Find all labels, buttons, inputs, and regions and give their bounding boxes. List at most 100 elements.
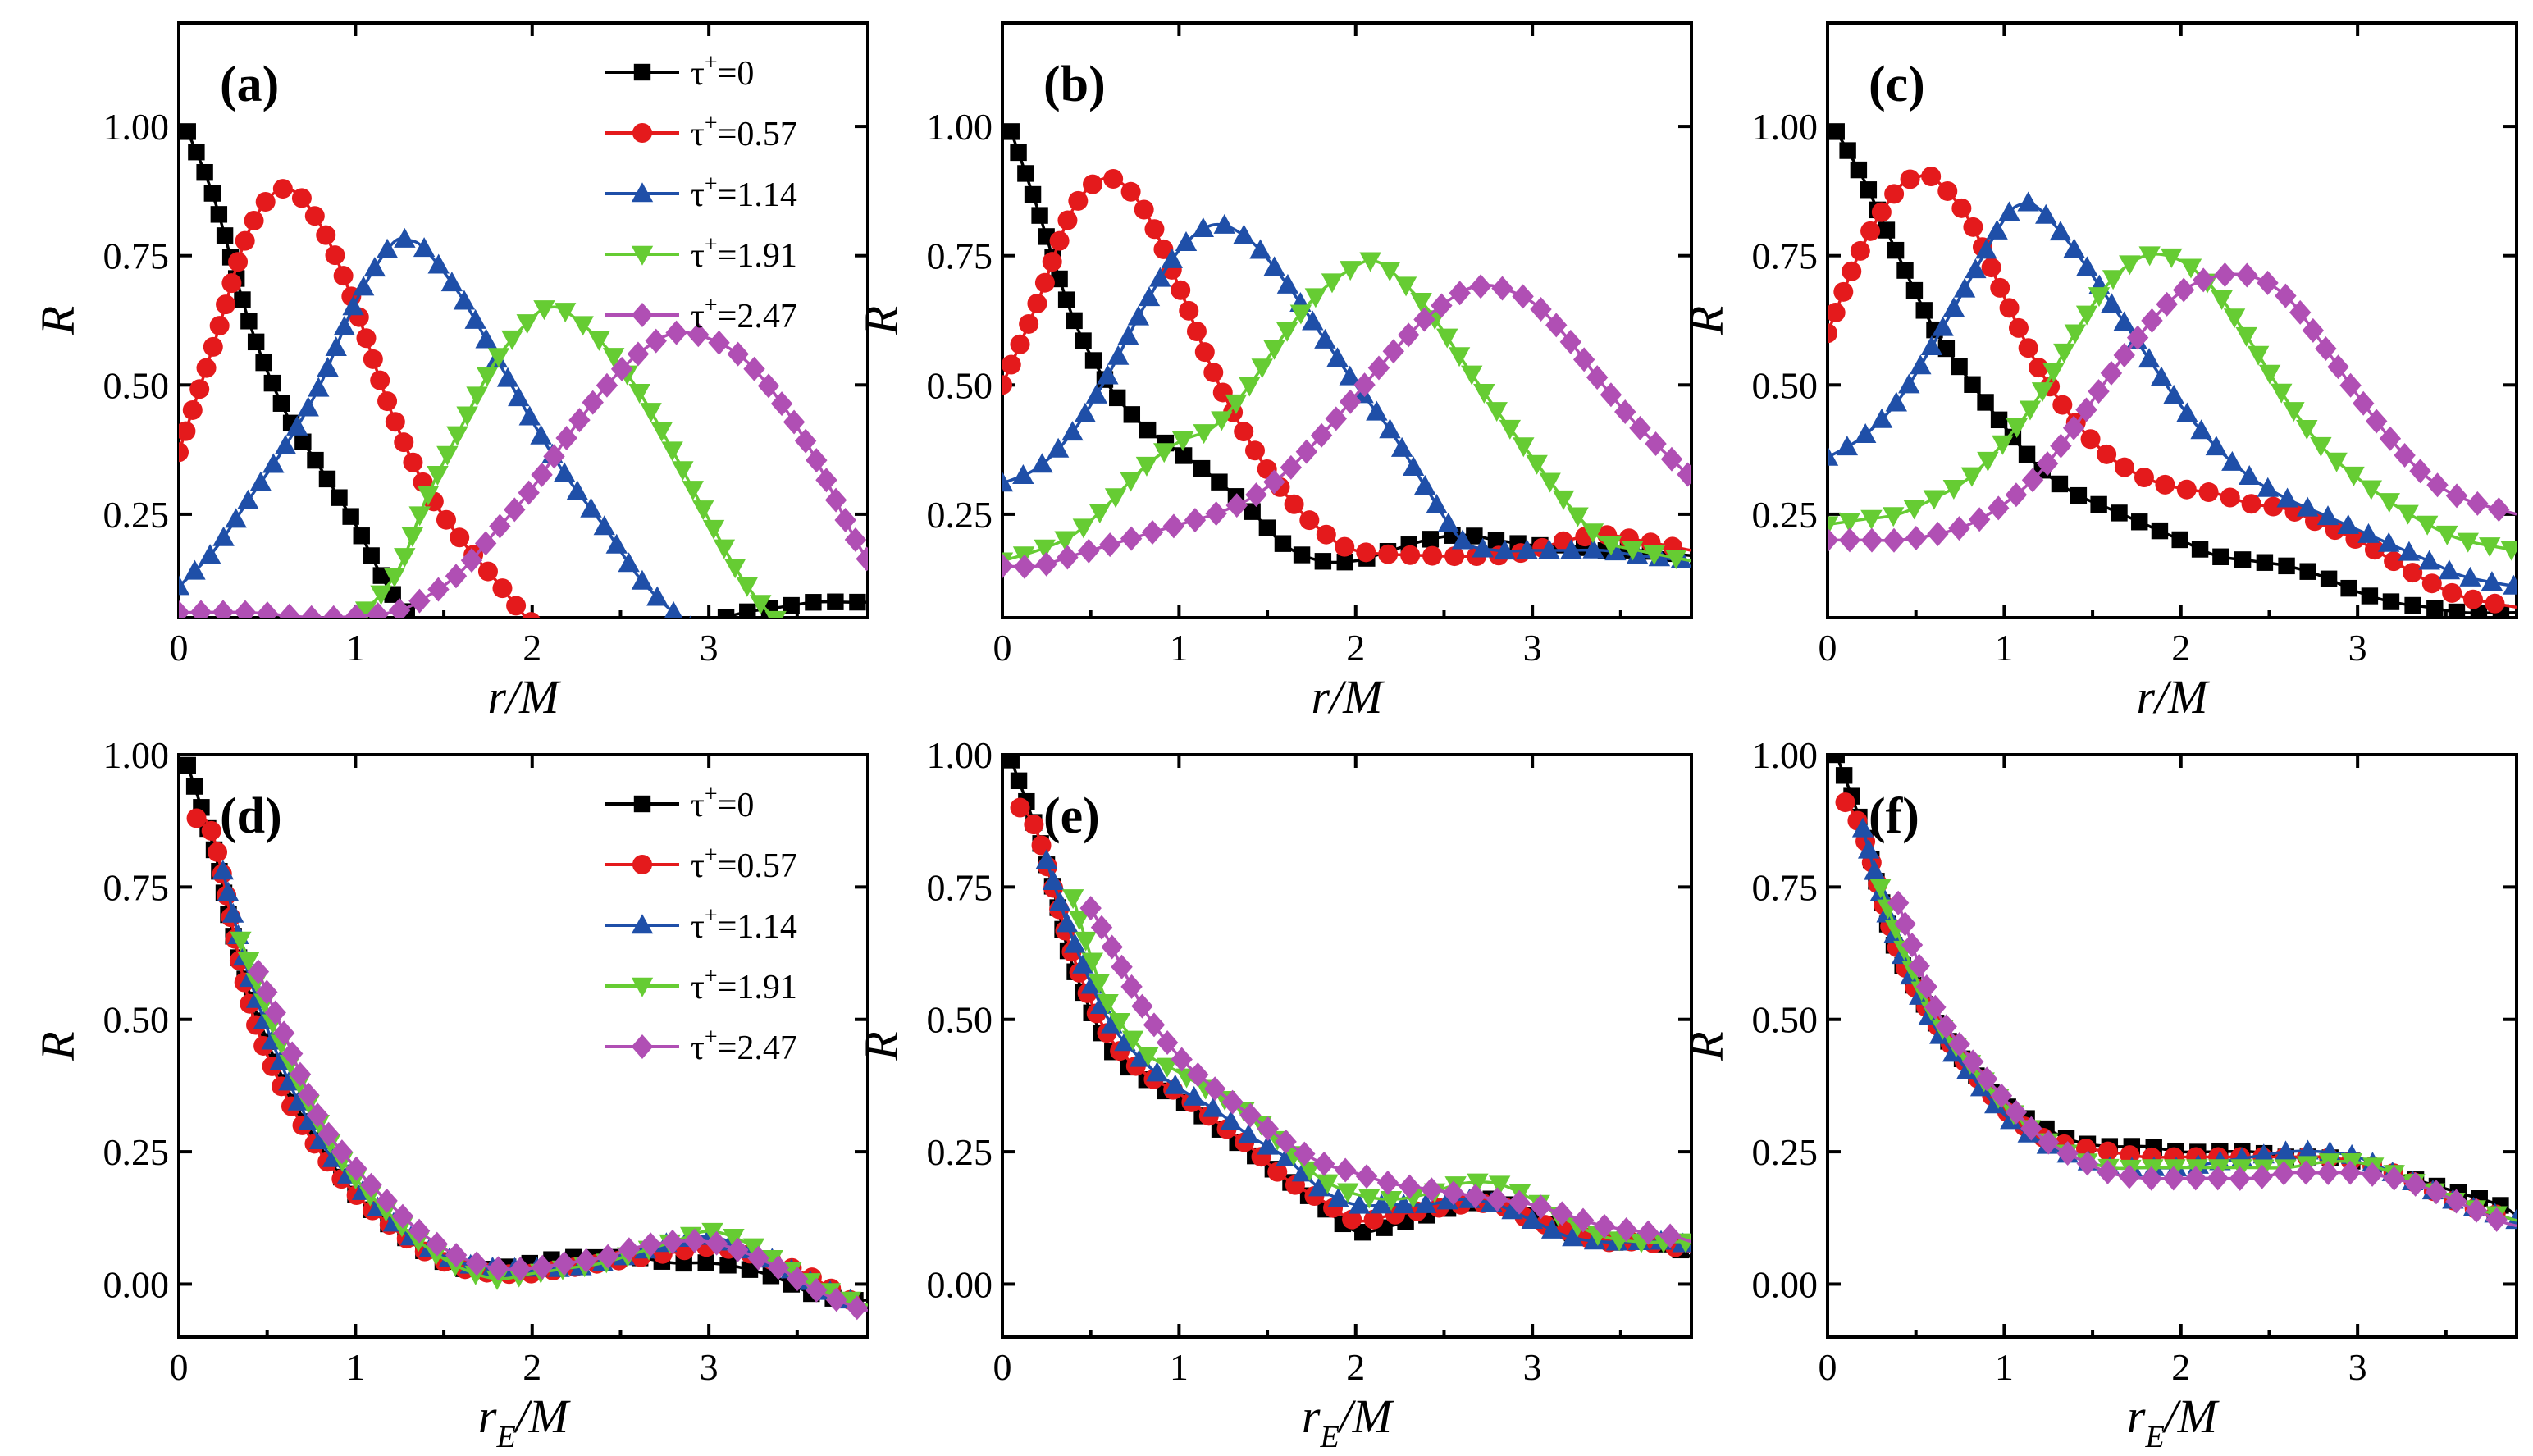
data-point: [1034, 539, 1056, 559]
data-point: [321, 629, 342, 649]
data-point: [508, 386, 530, 407]
data-point: [2140, 1166, 2162, 1191]
data-point: [1267, 1162, 1288, 1182]
data-point: [394, 432, 414, 453]
data-point: [783, 634, 802, 654]
data-point: [650, 634, 669, 654]
data-point: [208, 842, 228, 862]
data-point: [255, 191, 276, 212]
data-point: [1171, 1047, 1193, 1072]
data-point: [1002, 553, 1014, 578]
data-point: [1860, 221, 1881, 241]
data-point: [1083, 174, 1103, 194]
data-point: [1031, 453, 1053, 473]
data-point: [1274, 535, 1292, 552]
x-tick-label: 2: [523, 627, 541, 669]
data-point: [2340, 579, 2357, 597]
data-point: [2161, 248, 2183, 268]
data-point: [2278, 557, 2295, 575]
data-point: [2315, 335, 2337, 361]
data-point: [2383, 1166, 2405, 1191]
data-point: [518, 405, 541, 426]
data-point: [2234, 551, 2252, 568]
y-tick-label: 0.00: [103, 1263, 170, 1305]
data-point: [1035, 849, 1058, 869]
data-point: [2317, 1160, 2339, 1185]
data-point: [297, 396, 319, 417]
data-point: [2070, 486, 2088, 504]
x-tick-label: 2: [1346, 627, 1365, 669]
data-point: [516, 314, 538, 335]
data-point: [1839, 142, 1856, 159]
data-point: [196, 163, 213, 181]
data-point: [566, 480, 589, 500]
data-point: [2485, 593, 2505, 614]
data-point: [1249, 239, 1271, 259]
data-point: [736, 577, 759, 597]
data-point: [1400, 545, 1421, 565]
data-point: [1186, 322, 1207, 342]
data-point: [342, 508, 359, 525]
data-point: [1951, 358, 1968, 376]
data-point: [530, 424, 552, 445]
data-point: [2364, 540, 2385, 560]
data-point: [1074, 402, 1097, 422]
data-point: [1530, 1194, 1552, 1220]
data-point: [856, 546, 868, 572]
data-point: [809, 632, 830, 652]
data-point: [1289, 304, 1312, 325]
data-point: [2171, 531, 2188, 549]
data-point: [2296, 419, 2318, 440]
data-point: [1629, 415, 1651, 440]
data-point: [1460, 365, 1483, 386]
data-point: [665, 320, 687, 345]
data-point: [1031, 835, 1052, 856]
data-point: [401, 527, 424, 547]
data-point: [2080, 429, 2101, 450]
data-point: [408, 588, 431, 614]
data-point: [2119, 255, 2141, 276]
legend-label: τ+=1.91: [691, 964, 797, 1006]
data-point: [2275, 1140, 2297, 1161]
data-point: [631, 569, 654, 590]
data-point: [2035, 203, 2057, 224]
legend-label: τ+=0.57: [691, 111, 797, 153]
data-point: [2006, 418, 2028, 438]
data-point: [179, 600, 190, 618]
data-point: [230, 931, 252, 952]
data-point: [1905, 281, 1924, 299]
data-point: [1905, 526, 1928, 551]
series-4: [321, 300, 787, 649]
data-point: [435, 627, 451, 643]
x-tick-label: 3: [1523, 627, 1542, 669]
data-point: [2111, 504, 2128, 522]
data-point: [1149, 267, 1171, 287]
data-point: [426, 1231, 448, 1257]
data-point: [1107, 345, 1130, 365]
x-tick-label: 0: [170, 1346, 189, 1388]
data-point: [501, 330, 523, 350]
data-point: [2465, 1198, 2488, 1223]
data-point: [2097, 1141, 2118, 1162]
data-point: [1864, 860, 1886, 880]
data-point: [1932, 316, 1954, 336]
data-point: [767, 1255, 790, 1280]
data-point: [1131, 993, 1153, 1019]
data-point: [815, 468, 837, 493]
data-point: [196, 358, 217, 378]
data-point: [1349, 1194, 1371, 1214]
data-point: [2320, 570, 2338, 587]
data-point: [317, 1121, 340, 1147]
data-point: [1850, 240, 1870, 261]
data-point: [360, 1172, 382, 1198]
data-point: [1857, 838, 1880, 859]
data-point: [1833, 281, 1854, 302]
data-point: [1275, 1129, 1297, 1154]
data-point: [1342, 1209, 1362, 1230]
data-point: [1276, 273, 1299, 294]
x-tick-label: 2: [2171, 1346, 2190, 1388]
y-axis-title: R: [31, 306, 84, 335]
data-point: [701, 1222, 723, 1243]
data-point: [2101, 293, 2123, 313]
series-line: [179, 331, 868, 618]
